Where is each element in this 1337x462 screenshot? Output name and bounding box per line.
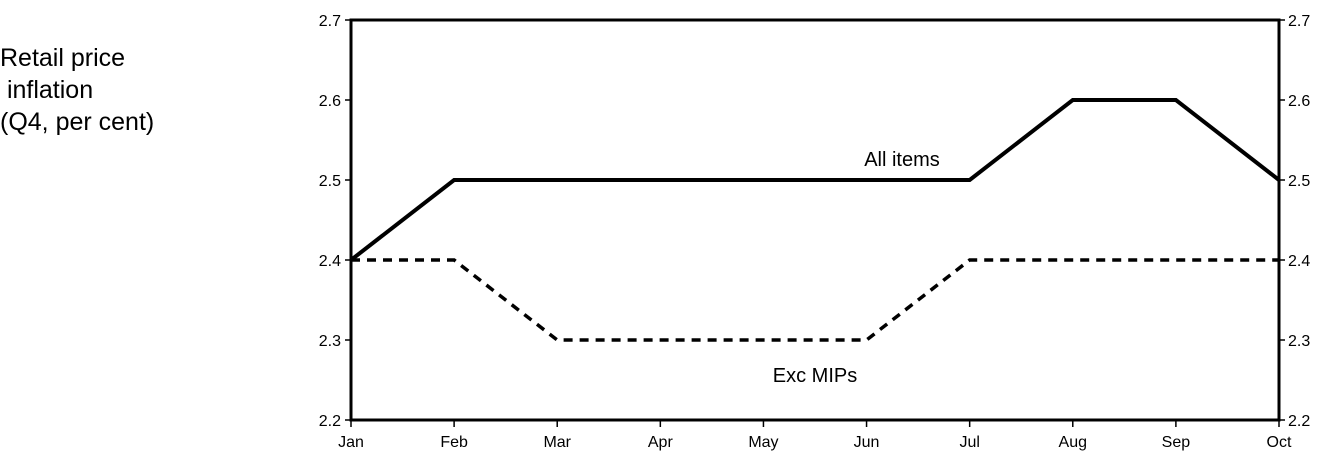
x-tick-label: Feb (440, 434, 468, 451)
y-tick-label-right: 2.5 (1288, 173, 1310, 190)
y-tick-label-left: 2.4 (319, 253, 341, 270)
y-tick-label-right: 2.7 (1288, 13, 1310, 30)
y-axis-title-line-2: inflation (0, 76, 94, 104)
y-axis-title-line-3: (Q4, per cent) (0, 108, 155, 136)
y-axis-title: Retail price inflation (Q4, per cent) (0, 42, 154, 138)
plot-frame (349, 18, 1281, 422)
x-tick-label: Aug (1059, 434, 1087, 451)
y-tick-label-right: 2.3 (1288, 333, 1310, 350)
series-line-all-items (349, 98, 1281, 262)
y-tick-label-left: 2.2 (319, 413, 341, 430)
y-tick-label-left: 2.7 (319, 13, 341, 30)
series-group (349, 98, 1281, 342)
x-tick-label: Oct (1267, 434, 1292, 451)
axes: 2.2 2.2 2.3 2.3 2.4 2.4 2.5 2.5 2.6 2.6 2.7 2.7 Jan F… (319, 13, 1311, 451)
y-tick-label-right: 2.2 (1288, 413, 1310, 430)
y-tick-label-left: 2.5 (319, 173, 341, 190)
x-tick-label: Jun (854, 434, 880, 451)
x-tick-label: May (748, 434, 778, 451)
x-tick-label: Sep (1162, 434, 1191, 451)
y-tick-label-right: 2.4 (1288, 253, 1310, 270)
x-tick-label: Mar (543, 434, 571, 451)
series-label-exc-mips: Exc MIPs (773, 365, 857, 387)
x-tick-label: Jan (338, 434, 364, 451)
series-label-all-items: All items (864, 149, 940, 171)
y-tick-label-left: 2.6 (319, 93, 341, 110)
series-line-exc-mips (351, 258, 1279, 342)
x-tick-label: Jul (959, 434, 979, 451)
y-tick-label-right: 2.6 (1288, 93, 1310, 110)
x-tick-label: Apr (648, 434, 674, 451)
y-tick-label-left: 2.3 (319, 333, 341, 350)
y-axis-title-line-1: Retail price (0, 44, 126, 72)
series-labels: All items Exc MIPs (773, 149, 940, 387)
